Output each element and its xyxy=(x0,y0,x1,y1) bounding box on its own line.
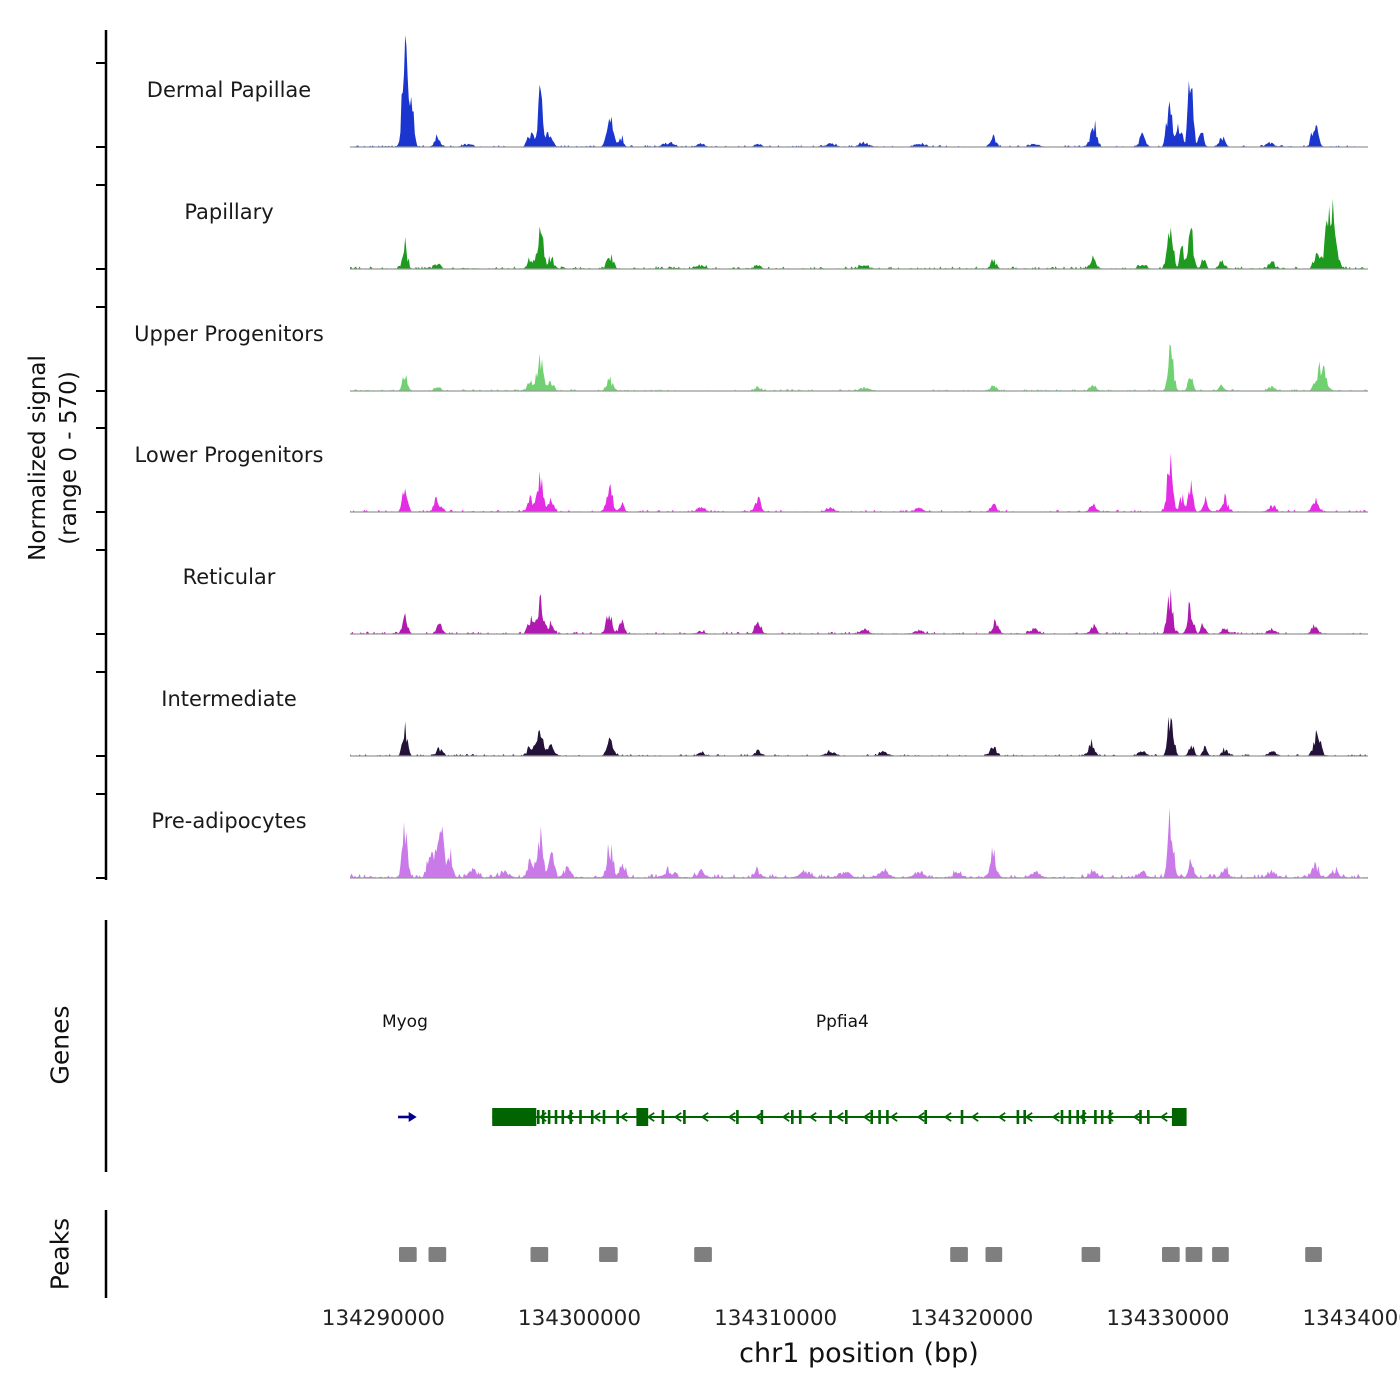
y-axis-label-line2: (range 0 - 570) xyxy=(56,371,82,545)
track-label-papillary: Papillary xyxy=(184,200,274,224)
x-tick-134290000: 134290000 xyxy=(321,1306,445,1331)
x-tick-134300000: 134300000 xyxy=(517,1306,642,1331)
peaks-section-label: Peaks xyxy=(45,1217,75,1291)
track-label-pre-adipocytes: Pre-adipocytes xyxy=(151,809,307,833)
track-label-intermediate: Intermediate xyxy=(161,687,297,711)
track-label-upper-progenitors: Upper Progenitors xyxy=(134,322,324,346)
y-axis-label-line1: Normalized signal xyxy=(24,355,51,561)
genes-section-label: Genes xyxy=(45,1005,75,1085)
x-tick-134340000: 134340000 xyxy=(1302,1306,1400,1331)
gene-label-ppfia4: Ppfia4 xyxy=(815,1012,869,1032)
track-label-dermal-papillae: Dermal Papillae xyxy=(146,78,312,102)
track-label-lower-progenitors: Lower Progenitors xyxy=(134,443,324,467)
y-axis-label: Normalized signal (range 0 - 570) xyxy=(23,355,85,561)
x-axis-title: chr1 position (bp) xyxy=(739,1338,979,1369)
track-label-reticular: Reticular xyxy=(182,565,276,589)
x-tick-134310000: 134310000 xyxy=(714,1306,838,1331)
x-tick-134330000: 134330000 xyxy=(1106,1306,1230,1331)
gene-label-myog: Myog xyxy=(381,1012,428,1032)
x-tick-134320000: 134320000 xyxy=(910,1306,1034,1331)
